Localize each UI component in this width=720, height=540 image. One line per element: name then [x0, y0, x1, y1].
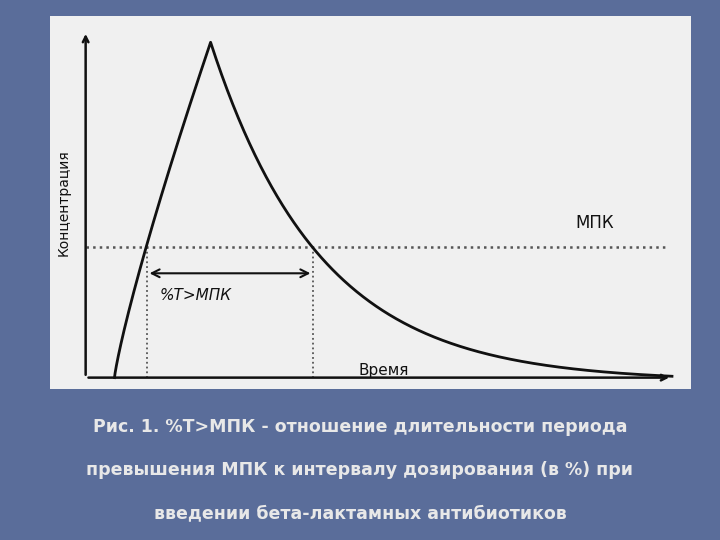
Text: Концентрация: Концентрация	[56, 149, 71, 256]
Text: введении бета-лактамных антибиотиков: введении бета-лактамных антибиотиков	[153, 504, 567, 522]
Text: Рис. 1. %Т>МПК - отношение длительности периода: Рис. 1. %Т>МПК - отношение длительности …	[93, 417, 627, 436]
Text: Время: Время	[359, 363, 409, 377]
Text: превышения МПК к интервалу дозирования (в %) при: превышения МПК к интервалу дозирования (…	[86, 461, 634, 479]
Text: %Т>МПК: %Т>МПК	[160, 288, 232, 303]
Text: МПК: МПК	[576, 214, 614, 232]
